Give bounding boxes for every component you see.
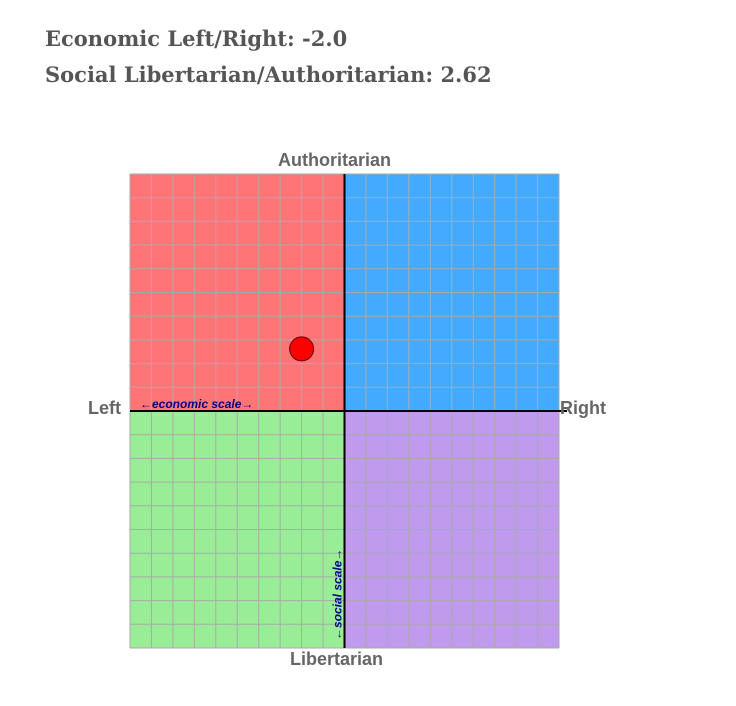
economic-scale-label: ←economic scale→ <box>140 397 253 411</box>
position-marker <box>289 336 315 362</box>
axis-label-right: Right <box>560 398 606 418</box>
social-score: Social Libertarian/Authoritarian: 2.62 <box>45 62 492 87</box>
axis-label-top: Authoritarian <box>278 150 392 170</box>
axis-label-bottom: Libertarian <box>290 649 384 669</box>
axis-label-left: Left <box>88 398 121 418</box>
economic-score: Economic Left/Right: -2.0 <box>45 26 348 51</box>
social-scale-label: ←social scale→ <box>331 549 345 640</box>
